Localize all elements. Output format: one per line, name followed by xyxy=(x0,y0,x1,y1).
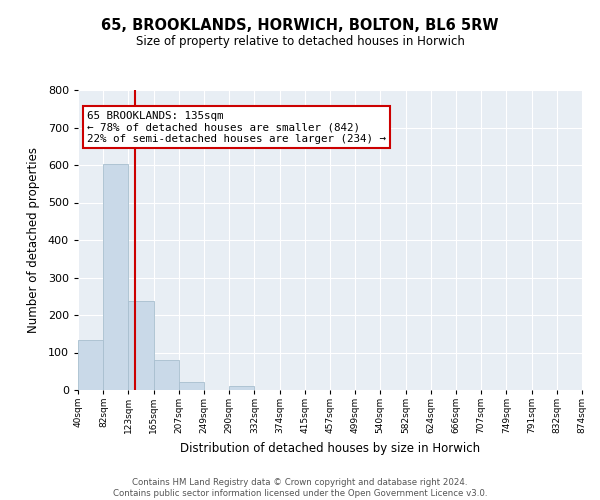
Text: 65 BROOKLANDS: 135sqm
← 78% of detached houses are smaller (842)
22% of semi-det: 65 BROOKLANDS: 135sqm ← 78% of detached … xyxy=(87,110,386,144)
Bar xyxy=(103,164,128,390)
X-axis label: Distribution of detached houses by size in Horwich: Distribution of detached houses by size … xyxy=(180,442,480,454)
Bar xyxy=(179,382,205,390)
Text: Contains HM Land Registry data © Crown copyright and database right 2024.
Contai: Contains HM Land Registry data © Crown c… xyxy=(113,478,487,498)
Text: 65, BROOKLANDS, HORWICH, BOLTON, BL6 5RW: 65, BROOKLANDS, HORWICH, BOLTON, BL6 5RW xyxy=(101,18,499,32)
Bar xyxy=(78,340,103,390)
Bar xyxy=(154,360,179,390)
Bar xyxy=(229,386,254,390)
Y-axis label: Number of detached properties: Number of detached properties xyxy=(26,147,40,333)
Bar xyxy=(128,301,154,390)
Text: Size of property relative to detached houses in Horwich: Size of property relative to detached ho… xyxy=(136,35,464,48)
